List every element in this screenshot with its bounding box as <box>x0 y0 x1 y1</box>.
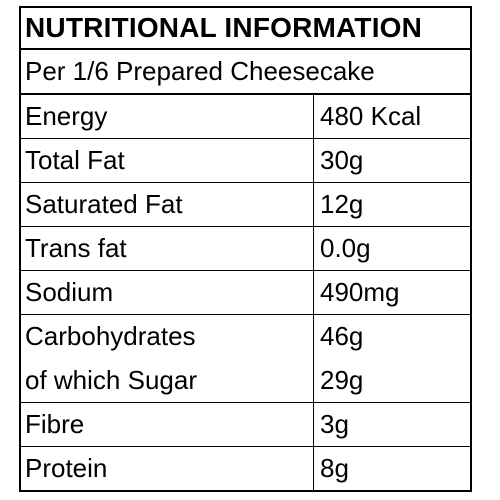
nutrient-row-trans-fat: Trans fat 0.0g <box>21 227 470 271</box>
nutrient-table: Energy 480 Kcal Total Fat 30g Saturated … <box>21 95 470 491</box>
nutrient-name: Protein <box>21 447 314 491</box>
nutrient-row-sodium: Sodium 490mg <box>21 271 470 315</box>
nutrient-row-carbohydrates: Carbohydrates of which Sugar 46g 29g <box>21 315 470 403</box>
nutrient-value: 46g <box>320 321 364 351</box>
nutrient-row-fibre: Fibre 3g <box>21 403 470 447</box>
serving-size: Per 1/6 Prepared Cheesecake <box>21 50 470 95</box>
nutrient-name: Carbohydrates <box>25 321 196 351</box>
nutrient-value: 0.0g <box>320 233 371 263</box>
nutrient-name: Saturated Fat <box>21 183 314 226</box>
nutrient-value: 8g <box>320 453 349 483</box>
nutrient-value: 3g <box>320 409 349 439</box>
nutrient-sub-value: 29g <box>320 365 364 395</box>
nutrient-value: 490mg <box>320 277 400 307</box>
nutrient-name: Fibre <box>21 403 314 446</box>
nutrient-value: 30g <box>320 145 364 175</box>
nutrient-value-group: 46g 29g <box>314 315 470 402</box>
nutrient-row-saturated-fat: Saturated Fat 12g <box>21 183 470 227</box>
nutrient-name: Sodium <box>21 271 314 314</box>
nutrient-value: 12g <box>320 189 364 219</box>
nutrient-sub-name: of which Sugar <box>25 365 197 395</box>
label-title: NUTRITIONAL INFORMATION <box>21 8 470 50</box>
nutrient-row-total-fat: Total Fat 30g <box>21 139 470 183</box>
nutrient-row-protein: Protein 8g <box>21 447 470 491</box>
nutrient-name: Total Fat <box>21 139 314 182</box>
nutrient-name-group: Carbohydrates of which Sugar <box>21 315 314 402</box>
nutrition-label: NUTRITIONAL INFORMATION Per 1/6 Prepared… <box>19 6 472 492</box>
nutrient-row-energy: Energy 480 Kcal <box>21 95 470 139</box>
nutrient-name: Trans fat <box>21 227 314 270</box>
nutrient-value: 480 Kcal <box>320 101 422 131</box>
nutrient-name: Energy <box>21 95 314 138</box>
